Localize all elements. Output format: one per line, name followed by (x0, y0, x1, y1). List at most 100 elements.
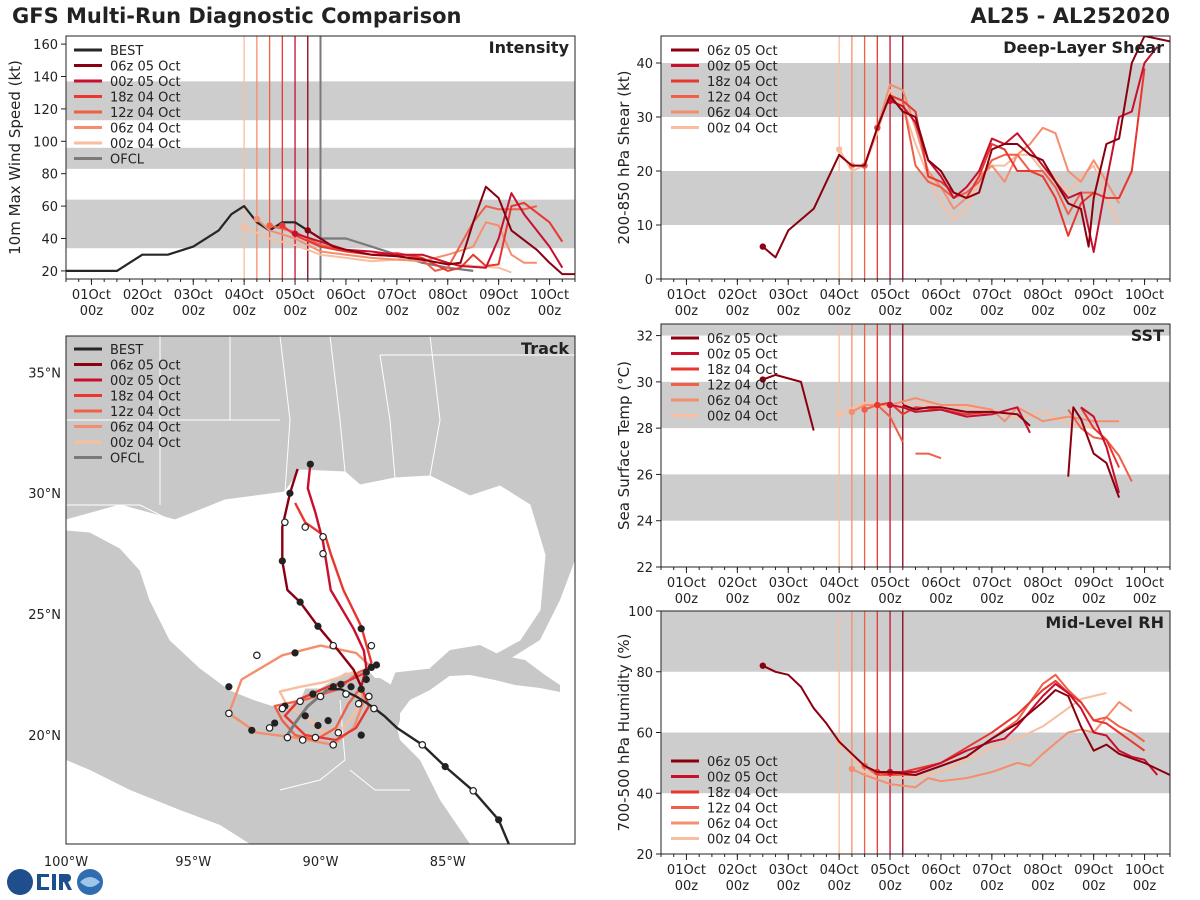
track-marker-filled (329, 683, 337, 691)
gulf-of-mexico (66, 469, 546, 709)
init-marker-run_12z04 (266, 222, 273, 229)
x-tick-hour: 00z (827, 304, 851, 319)
track-marker-open (342, 690, 350, 698)
x-tick-hour: 00z (232, 304, 256, 319)
x-tick-day: 04Oct (820, 863, 859, 878)
x-tick-hour: 00z (182, 304, 206, 319)
x-tick-day: 04Oct (225, 288, 264, 303)
panel-track: 20°N 25°N 30°N 35°N 100°W 95°W 90°W 85°W Track BE… (28, 335, 576, 870)
x-tick-day: 07Oct (972, 288, 1011, 303)
y-tick-label: 80 (636, 666, 653, 681)
track-marker-open (283, 733, 292, 742)
panel-title: Deep-Layer Shear (1003, 38, 1164, 57)
x-tick-hour: 00z (980, 592, 1004, 607)
legend-label: BEST (110, 44, 143, 59)
legend-label: 18z 04 Oct (707, 786, 778, 801)
track-marker-filled (347, 683, 355, 691)
track-marker-filled (286, 489, 294, 497)
y-tick-label: 10 (636, 219, 653, 234)
series-line-run_12z04 (269, 205, 538, 272)
init-marker-run_00z04 (835, 146, 843, 153)
series-line-run_06z05 (762, 373, 1121, 498)
y-tick-label: 22 (636, 561, 653, 576)
legend-label: 00z 04 Oct (110, 436, 181, 451)
x-tick-hour: 00z (538, 304, 562, 319)
legend-label: 00z 04 Oct (707, 122, 778, 137)
x-tick-hour: 00z (878, 592, 902, 607)
track-marker-open (319, 532, 327, 541)
shaded-band (661, 611, 1170, 672)
lon-tick-label: 85°W (430, 855, 466, 870)
x-tick-hour: 00z (827, 592, 851, 607)
track-marker-open (319, 549, 327, 558)
y-tick-label: 60 (41, 200, 58, 215)
y-tick-label: 32 (636, 330, 653, 345)
best-line (66, 205, 322, 272)
y-tick-label: 40 (636, 787, 653, 802)
x-tick-day: 10Oct (1125, 863, 1164, 878)
ofcl-line (307, 229, 474, 272)
x-tick-day: 06Oct (921, 863, 960, 878)
legend-label: 12z 04 Oct (110, 405, 181, 420)
x-tick-hour: 00z (929, 879, 953, 894)
series-line-run_06z04 (851, 701, 1133, 789)
init-marker-run_06z05 (759, 662, 766, 669)
x-tick-day: 06Oct (326, 288, 365, 303)
track-marker-filled (271, 719, 279, 727)
panel-sst: 22242628303201Oct00z02Oct00z03Oct00z04Oc… (615, 323, 1171, 607)
track-marker-open (225, 709, 233, 718)
track-marker-open (367, 641, 376, 650)
lon-tick-label: 95°W (175, 855, 211, 870)
track-marker-open (365, 692, 373, 701)
init-marker-run_06z05 (304, 227, 311, 234)
legend-label: 00z 04 Oct (707, 833, 778, 848)
legend-label: 18z 04 Oct (110, 91, 181, 106)
init-marker-run_06z04 (848, 408, 856, 416)
init-marker-run_00z05 (291, 230, 299, 237)
plot-area (66, 36, 575, 279)
y-axis-label: 10m Max Wind Speed (kt) (6, 60, 24, 255)
panel-title: Mid-Level RH (1045, 613, 1164, 632)
track-marker-open (296, 697, 304, 706)
x-tick-day: 09Oct (1074, 288, 1113, 303)
track-marker-filled (314, 721, 322, 730)
x-tick-day: 01Oct (667, 863, 706, 878)
plot-area (661, 324, 1170, 567)
legend-label: 06z 05 Oct (110, 60, 181, 75)
track-marker-open (281, 518, 289, 527)
cuba (430, 645, 560, 692)
track-marker-open (298, 736, 307, 744)
track-line-run_00z04 (278, 671, 363, 734)
x-tick-day: 01Oct (667, 576, 706, 591)
track-marker-filled (357, 685, 365, 693)
x-tick-day: 08Oct (1023, 576, 1062, 591)
x-tick-day: 06Oct (921, 288, 960, 303)
x-tick-hour: 00z (131, 304, 155, 319)
panel-frame (65, 335, 576, 845)
legend-label: 00z 04 Oct (707, 410, 778, 425)
legend-label: 18z 04 Oct (707, 363, 778, 378)
x-tick-hour: 00z (929, 304, 953, 319)
y-tick-label: 40 (41, 233, 58, 248)
legend-label: 00z 05 Oct (110, 374, 181, 389)
x-tick-hour: 00z (1133, 879, 1157, 894)
panel-title: SST (1131, 326, 1164, 345)
y-tick-label: 20 (636, 165, 653, 180)
track-marker-open (354, 699, 363, 708)
cira-logo (7, 869, 103, 895)
x-tick-day: 05Oct (871, 576, 910, 591)
legend-label: 00z 05 Oct (707, 60, 778, 75)
init-marker-run_00z04 (835, 411, 843, 418)
y-tick-label: 30 (636, 111, 653, 126)
y-axis-label: Sea Surface Temp (°C) (615, 361, 633, 530)
caribbean-sea (395, 560, 575, 844)
series-line-run_12z04 (864, 404, 1133, 482)
y-tick-label: 120 (33, 103, 58, 118)
series-line-run_00z05 (889, 46, 1159, 253)
x-tick-hour: 00z (726, 304, 750, 319)
legend-label: 06z 04 Oct (707, 106, 778, 121)
legend-label: 06z 04 Oct (707, 817, 778, 832)
lon-tick-label: 90°W (303, 855, 339, 870)
x-tick-hour: 00z (777, 879, 801, 894)
